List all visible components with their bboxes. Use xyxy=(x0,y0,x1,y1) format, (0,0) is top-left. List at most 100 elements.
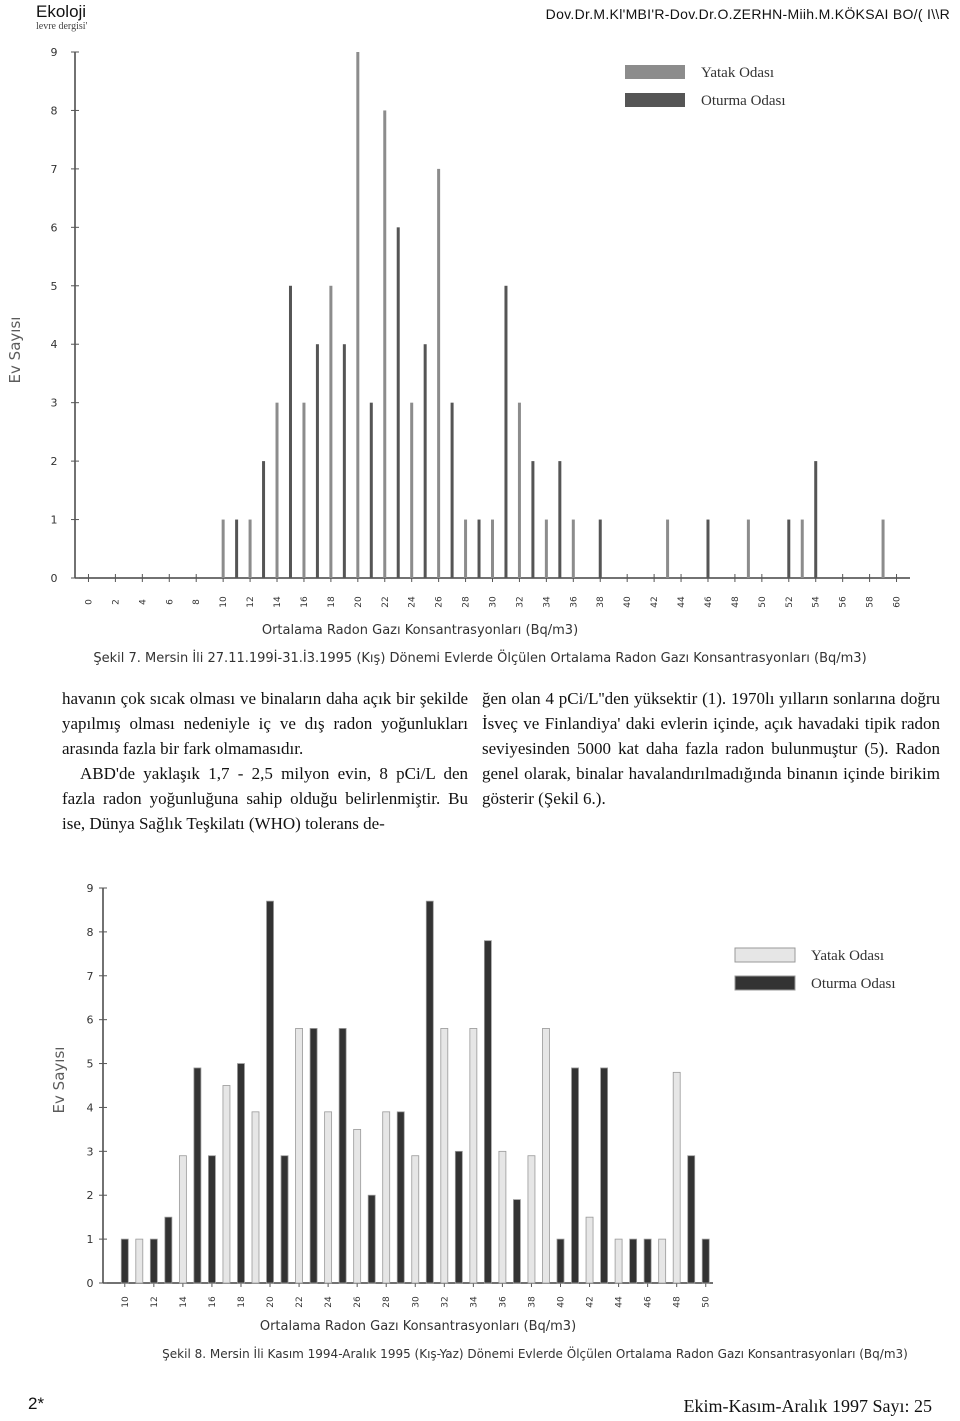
x-tick-label: 60 xyxy=(893,596,903,608)
bar xyxy=(221,519,225,578)
x-tick-label: 26 xyxy=(435,596,445,608)
x-tick-label: 14 xyxy=(179,1296,189,1308)
bar xyxy=(800,519,804,578)
x-tick-label: 56 xyxy=(839,596,849,608)
y-tick-label: 4 xyxy=(87,1101,94,1114)
x-tick-label: 36 xyxy=(498,1296,508,1308)
y-tick-label: 1 xyxy=(51,514,58,527)
bar xyxy=(410,402,414,578)
legend-swatch xyxy=(734,947,796,963)
x-tick-label: 32 xyxy=(440,1296,450,1307)
bar xyxy=(135,1238,144,1284)
y-tick-label: 6 xyxy=(51,221,58,234)
bar xyxy=(477,519,481,578)
bar xyxy=(222,1085,231,1284)
x-tick-label: 12 xyxy=(246,596,256,607)
legend-swatch xyxy=(734,975,796,991)
bar xyxy=(491,519,494,578)
x-tick-label: 24 xyxy=(324,1296,334,1308)
x-tick-label: 30 xyxy=(411,1296,421,1308)
y-tick-label: 3 xyxy=(51,397,58,410)
legend-label: Yatak Odası xyxy=(701,65,774,81)
bar xyxy=(369,402,373,578)
bar xyxy=(746,519,750,578)
bar xyxy=(315,344,319,578)
bar xyxy=(571,1067,579,1284)
y-tick-label: 0 xyxy=(51,572,58,585)
x-tick-label: 10 xyxy=(219,596,229,608)
y-tick-label: 0 xyxy=(87,1277,94,1290)
bar xyxy=(450,402,454,578)
x-tick-label: 40 xyxy=(557,1296,567,1308)
journal-name: Ekoloji xyxy=(36,2,87,21)
bar xyxy=(614,1238,623,1284)
y-tick-label: 9 xyxy=(87,882,94,895)
legend-label: Oturma Odası xyxy=(811,976,896,992)
bar xyxy=(672,1071,681,1284)
bar xyxy=(571,519,575,578)
bar xyxy=(280,1155,289,1284)
bar xyxy=(149,1238,158,1284)
bar xyxy=(309,1028,318,1284)
x-tick-label: 20 xyxy=(354,596,364,608)
legend-label: Oturma Odası xyxy=(701,93,786,109)
bar xyxy=(544,519,548,578)
legend-swatch xyxy=(625,93,685,107)
bar xyxy=(367,1194,376,1284)
bar xyxy=(498,1150,507,1284)
x-tick-label: 2 xyxy=(111,599,121,605)
bar xyxy=(600,1067,608,1284)
x-axis-title: Ortalama Radon Gazı Konsantrasyonları (B… xyxy=(260,1319,576,1334)
bar xyxy=(585,1216,594,1284)
bar xyxy=(425,900,434,1284)
x-tick-label: 46 xyxy=(704,596,714,608)
bar xyxy=(338,1028,347,1284)
bar xyxy=(440,1028,449,1284)
y-tick-label: 5 xyxy=(51,280,58,293)
bar xyxy=(527,1155,536,1284)
y-axis-title: Ev Sayısı xyxy=(50,1047,68,1114)
bar xyxy=(295,1028,303,1284)
x-tick-label: 42 xyxy=(650,596,660,607)
y-tick-label: 7 xyxy=(51,163,58,176)
x-tick-label: 40 xyxy=(623,596,633,608)
x-tick-label: 10 xyxy=(121,1296,131,1308)
x-tick-label: 34 xyxy=(542,596,552,608)
bar xyxy=(235,519,239,578)
bar xyxy=(558,461,562,578)
bar xyxy=(178,1155,187,1284)
x-tick-label: 6 xyxy=(165,599,175,605)
bar xyxy=(517,402,521,578)
bar xyxy=(266,900,274,1284)
bar xyxy=(251,1111,260,1284)
y-tick-label: 6 xyxy=(87,1014,94,1027)
figure-caption: Şekil 7. Mersin İli 27.11.199İ-31.İ3.199… xyxy=(93,649,866,666)
bar xyxy=(469,1028,478,1284)
issue-info: Ekim-Kasım-Aralık 1997 Sayı: 25 xyxy=(683,1396,932,1416)
x-tick-label: 0 xyxy=(84,599,94,605)
bar xyxy=(262,461,266,578)
y-tick-label: 3 xyxy=(87,1145,94,1158)
x-tick-label: 36 xyxy=(569,596,579,608)
bar xyxy=(396,1111,405,1284)
bar xyxy=(324,1111,333,1284)
y-tick-label: 4 xyxy=(51,338,58,351)
x-tick-label: 54 xyxy=(812,596,822,608)
x-tick-label: 28 xyxy=(462,596,472,608)
x-tick-label: 24 xyxy=(408,596,418,608)
bar xyxy=(382,1111,391,1284)
x-tick-label: 14 xyxy=(273,596,283,608)
bar xyxy=(275,402,279,578)
y-tick-label: 8 xyxy=(51,104,58,117)
bar xyxy=(353,1128,362,1284)
x-tick-label: 16 xyxy=(208,1296,218,1308)
bar xyxy=(437,168,441,578)
bar xyxy=(787,519,791,578)
bar xyxy=(120,1238,129,1284)
bar xyxy=(658,1238,667,1284)
bar xyxy=(164,1216,173,1284)
bar xyxy=(881,519,885,578)
bar xyxy=(208,1155,216,1284)
x-tick-label: 50 xyxy=(702,1296,712,1308)
